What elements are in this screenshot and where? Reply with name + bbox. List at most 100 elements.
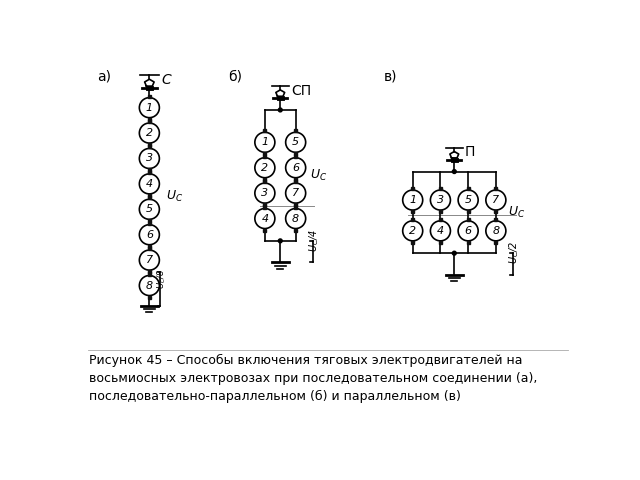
Text: в): в) bbox=[384, 70, 397, 84]
Circle shape bbox=[458, 190, 478, 210]
Polygon shape bbox=[263, 155, 266, 158]
Text: 6: 6 bbox=[465, 226, 472, 236]
Circle shape bbox=[285, 208, 306, 228]
Text: 7: 7 bbox=[146, 255, 153, 265]
Text: 2: 2 bbox=[146, 128, 153, 138]
Polygon shape bbox=[263, 205, 266, 208]
Text: $U_C$: $U_C$ bbox=[508, 205, 525, 220]
Circle shape bbox=[255, 183, 275, 203]
Text: 7: 7 bbox=[492, 195, 499, 205]
Polygon shape bbox=[148, 194, 151, 197]
Circle shape bbox=[486, 190, 506, 210]
Text: $U_C$/8: $U_C$/8 bbox=[156, 269, 168, 289]
Polygon shape bbox=[263, 203, 266, 206]
Circle shape bbox=[278, 108, 282, 112]
Circle shape bbox=[140, 97, 159, 118]
Polygon shape bbox=[467, 210, 470, 213]
Text: 7: 7 bbox=[292, 188, 300, 198]
Polygon shape bbox=[467, 187, 470, 190]
Text: $U_C$/2: $U_C$/2 bbox=[508, 241, 521, 264]
Text: 5: 5 bbox=[146, 204, 153, 214]
Circle shape bbox=[403, 190, 422, 210]
Polygon shape bbox=[148, 143, 151, 146]
Circle shape bbox=[140, 148, 159, 168]
Polygon shape bbox=[294, 228, 297, 232]
Circle shape bbox=[486, 221, 506, 241]
Circle shape bbox=[255, 132, 275, 152]
Polygon shape bbox=[263, 228, 266, 232]
Polygon shape bbox=[148, 273, 151, 276]
Text: $U_C$/4: $U_C$/4 bbox=[307, 228, 321, 252]
Text: а): а) bbox=[97, 70, 111, 84]
Polygon shape bbox=[439, 218, 442, 221]
Polygon shape bbox=[263, 178, 266, 181]
Circle shape bbox=[140, 276, 159, 296]
Polygon shape bbox=[494, 241, 497, 244]
Polygon shape bbox=[148, 296, 151, 299]
Polygon shape bbox=[439, 241, 442, 244]
Text: C: C bbox=[162, 73, 172, 87]
Circle shape bbox=[458, 221, 478, 241]
Polygon shape bbox=[494, 210, 497, 213]
Text: 8: 8 bbox=[146, 280, 153, 290]
Polygon shape bbox=[467, 218, 470, 221]
Polygon shape bbox=[294, 129, 297, 132]
Polygon shape bbox=[148, 168, 151, 171]
Text: 4: 4 bbox=[146, 179, 153, 189]
Polygon shape bbox=[411, 210, 414, 213]
Circle shape bbox=[255, 208, 275, 228]
Polygon shape bbox=[148, 270, 151, 273]
Text: Рисунок 45 – Способы включения тяговых электродвигателей на
восьмиосных электров: Рисунок 45 – Способы включения тяговых э… bbox=[90, 354, 538, 403]
Text: $U_C$: $U_C$ bbox=[166, 189, 184, 204]
Circle shape bbox=[285, 132, 306, 152]
Circle shape bbox=[140, 199, 159, 219]
Text: 1: 1 bbox=[146, 103, 153, 113]
Polygon shape bbox=[294, 152, 297, 156]
Text: 5: 5 bbox=[465, 195, 472, 205]
Text: 2: 2 bbox=[409, 226, 416, 236]
Polygon shape bbox=[467, 241, 470, 244]
Polygon shape bbox=[294, 155, 297, 158]
Polygon shape bbox=[148, 247, 151, 250]
Circle shape bbox=[140, 174, 159, 194]
Polygon shape bbox=[148, 95, 151, 97]
Text: 8: 8 bbox=[492, 226, 499, 236]
Circle shape bbox=[452, 251, 456, 255]
Polygon shape bbox=[148, 196, 151, 199]
Circle shape bbox=[140, 250, 159, 270]
Circle shape bbox=[285, 158, 306, 178]
Text: $U_C$: $U_C$ bbox=[310, 168, 327, 183]
Circle shape bbox=[431, 221, 451, 241]
Polygon shape bbox=[294, 180, 297, 183]
Text: 3: 3 bbox=[261, 188, 268, 198]
Text: 4: 4 bbox=[437, 226, 444, 236]
Polygon shape bbox=[411, 187, 414, 190]
Circle shape bbox=[255, 158, 275, 178]
Text: 1: 1 bbox=[261, 137, 268, 147]
Circle shape bbox=[403, 221, 422, 241]
Polygon shape bbox=[148, 245, 151, 248]
Text: СП: СП bbox=[291, 84, 311, 98]
Polygon shape bbox=[263, 129, 266, 132]
Text: 1: 1 bbox=[409, 195, 416, 205]
Polygon shape bbox=[294, 178, 297, 181]
Polygon shape bbox=[148, 145, 151, 148]
Polygon shape bbox=[148, 219, 151, 222]
Polygon shape bbox=[411, 218, 414, 221]
Text: 6: 6 bbox=[292, 163, 300, 173]
Text: 3: 3 bbox=[146, 154, 153, 164]
Circle shape bbox=[140, 123, 159, 143]
Polygon shape bbox=[494, 218, 497, 221]
Polygon shape bbox=[494, 187, 497, 190]
Text: 4: 4 bbox=[261, 214, 268, 224]
Circle shape bbox=[452, 169, 456, 173]
Circle shape bbox=[140, 225, 159, 245]
Polygon shape bbox=[411, 241, 414, 244]
Polygon shape bbox=[148, 171, 151, 174]
Text: 3: 3 bbox=[437, 195, 444, 205]
Polygon shape bbox=[148, 222, 151, 225]
Polygon shape bbox=[263, 152, 266, 156]
Circle shape bbox=[278, 239, 282, 243]
Polygon shape bbox=[148, 118, 151, 121]
Text: б): б) bbox=[228, 70, 242, 84]
